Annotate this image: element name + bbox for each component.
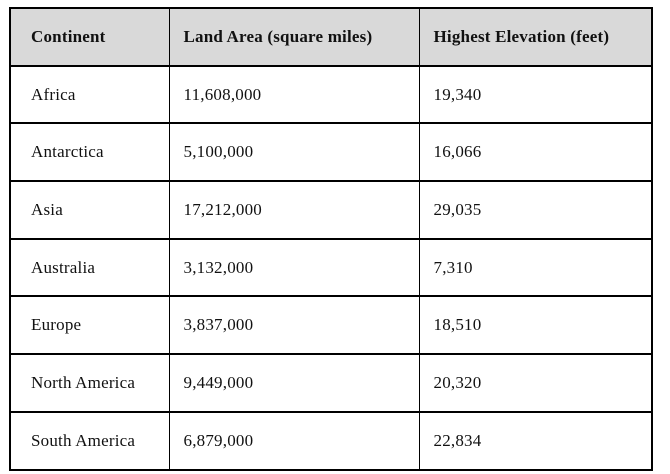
cell-highest_elevation: 22,834 <box>418 410 653 471</box>
table-row: Australia 3,132,000 7,310 <box>9 237 653 298</box>
cell-continent: Asia <box>9 180 170 240</box>
table-row: South America 6,879,000 22,834 <box>9 410 653 471</box>
header-row: Continent Land Area (square miles) Highe… <box>9 7 653 67</box>
cell-highest_elevation: 7,310 <box>418 237 653 298</box>
cell-highest_elevation: 18,510 <box>418 295 653 356</box>
column-header-highest-elevation: Highest Elevation (feet) <box>418 7 653 67</box>
table-row: Asia 17,212,000 29,035 <box>9 180 653 240</box>
cell-land_area: 3,132,000 <box>168 237 420 298</box>
cell-highest_elevation: 16,066 <box>418 122 653 183</box>
column-header-continent: Continent <box>9 7 170 67</box>
cell-highest_elevation: 19,340 <box>418 64 653 125</box>
cell-land_area: 3,837,000 <box>168 295 420 356</box>
table-row: Europe 3,837,000 18,510 <box>9 295 653 356</box>
cell-continent: Africa <box>9 64 170 125</box>
cell-highest_elevation: 29,035 <box>418 180 653 240</box>
column-header-land-area: Land Area (square miles) <box>168 7 420 67</box>
cell-land_area: 9,449,000 <box>168 353 420 413</box>
cell-land_area: 17,212,000 <box>168 180 420 240</box>
cell-highest_elevation: 20,320 <box>418 353 653 413</box>
cell-continent: South America <box>9 410 170 471</box>
cell-continent: North America <box>9 353 170 413</box>
table-row: Antarctica 5,100,000 16,066 <box>9 122 653 183</box>
cell-continent: Australia <box>9 237 170 298</box>
cell-continent: Europe <box>9 295 170 356</box>
cell-land_area: 11,608,000 <box>168 64 420 125</box>
cell-continent: Antarctica <box>9 122 170 183</box>
table-body: Africa 11,608,000 19,340 Antarctica 5,100,00… <box>9 64 653 471</box>
cell-land_area: 6,879,000 <box>168 410 420 471</box>
continent-statistics-table: Continent Land Area (square miles) Highe… <box>9 7 653 471</box>
table-row: North America 9,449,000 20,320 <box>9 353 653 413</box>
table-row: Africa 11,608,000 19,340 <box>9 64 653 125</box>
table-header: Continent Land Area (square miles) Highe… <box>9 7 653 67</box>
cell-land_area: 5,100,000 <box>168 122 420 183</box>
